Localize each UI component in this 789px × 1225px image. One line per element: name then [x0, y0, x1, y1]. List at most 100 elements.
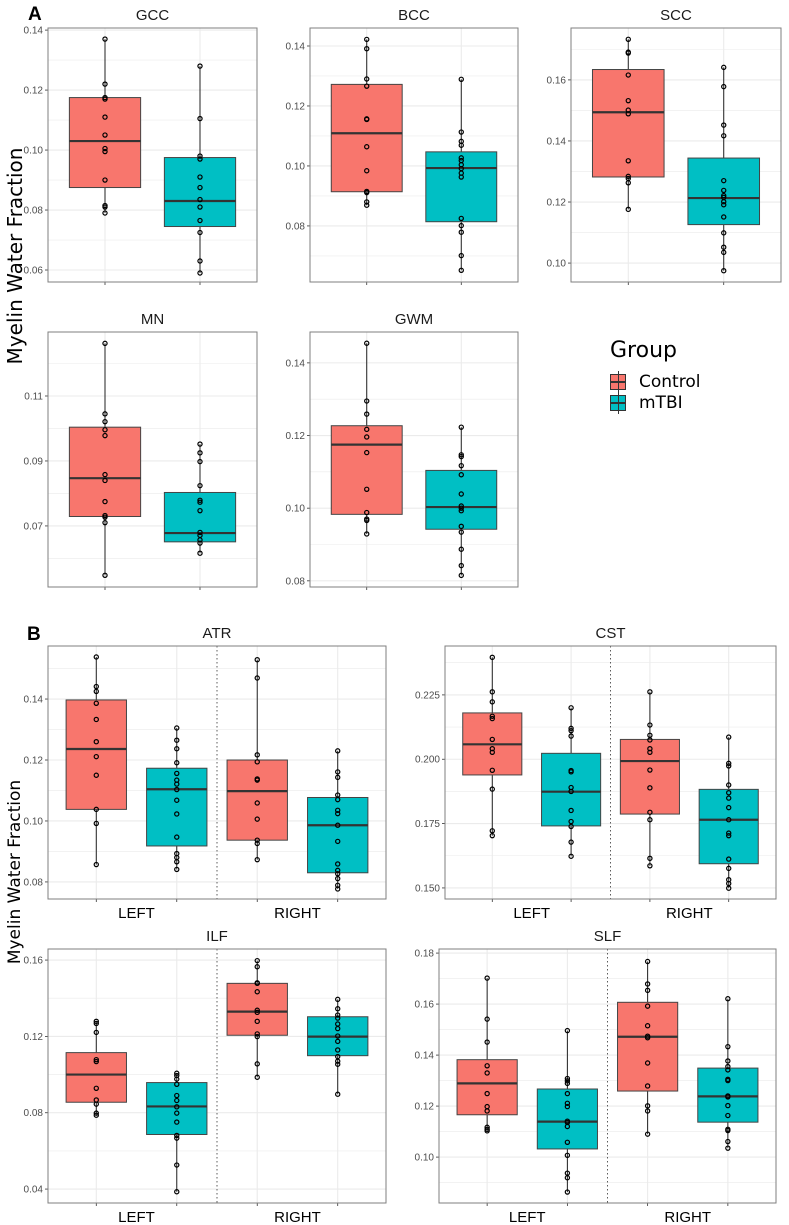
y-tick-label: 0.06	[24, 266, 44, 277]
data-point	[197, 229, 203, 236]
x-category-label-left: LEFT	[118, 905, 155, 922]
data-point	[458, 562, 464, 569]
y-tick-label: 0.08	[24, 1108, 44, 1119]
panel-border	[47, 27, 258, 283]
data-point	[254, 1018, 260, 1025]
data-point	[564, 1123, 571, 1130]
data-point	[102, 177, 108, 183]
x-category-label-right: RIGHT	[664, 1209, 711, 1225]
data-point	[364, 83, 370, 89]
data-point	[458, 472, 464, 478]
data-point	[335, 769, 341, 775]
data-point	[564, 1175, 571, 1181]
box-control	[330, 36, 403, 208]
box-mtbi	[687, 64, 761, 274]
data-point	[647, 737, 653, 743]
data-point	[197, 204, 203, 210]
data-point	[568, 727, 574, 734]
data-point	[93, 1056, 99, 1063]
data-point	[647, 767, 653, 773]
panel-mn: MN 0.07 0.09 0.11	[24, 311, 258, 590]
data-point	[489, 736, 495, 743]
y-tick-label: 0.12	[24, 756, 44, 767]
data-point	[484, 1063, 490, 1069]
legend-item-mtbi: mTBI	[610, 391, 700, 414]
data-point	[489, 832, 495, 839]
panel-title: GCC	[136, 7, 170, 24]
data-point	[174, 725, 180, 731]
data-point	[489, 749, 495, 755]
data-point	[93, 654, 99, 660]
box-control-right	[226, 957, 288, 1080]
data-point	[484, 1128, 490, 1134]
y-tick-label: 0.11	[24, 391, 43, 402]
data-point	[458, 252, 464, 259]
data-point	[254, 989, 260, 995]
data-point	[726, 865, 732, 872]
panel-slf: SLF 0.10 0.12 0.14 0.16 0.18 LEFT RIGHT	[415, 928, 777, 1225]
box-control	[591, 36, 665, 213]
data-point	[174, 1110, 180, 1116]
data-point	[102, 148, 108, 155]
data-point	[335, 1058, 341, 1064]
panel-a-y-axis-label: Myelin Water Fraction	[3, 147, 27, 365]
data-point	[364, 449, 370, 456]
box-mtbi-right	[698, 734, 759, 891]
data-point	[197, 550, 203, 556]
box-control	[68, 36, 142, 216]
data-point	[364, 517, 370, 524]
data-point	[174, 786, 180, 793]
data-point	[364, 45, 370, 52]
legend-label-mtbi: mTBI	[639, 392, 683, 413]
data-point	[102, 145, 108, 152]
data-point	[174, 1119, 180, 1125]
data-point	[625, 206, 631, 213]
data-point	[254, 657, 260, 663]
data-point	[725, 1112, 731, 1119]
panel-scc: SCC 0.10 0.12 0.14 0.16	[547, 7, 782, 285]
box-control-right	[619, 689, 680, 869]
data-point	[102, 498, 108, 505]
y-tick-label: 0.16	[24, 956, 44, 967]
y-tick-label: 0.07	[24, 521, 44, 532]
data-point	[489, 699, 495, 705]
data-point	[254, 980, 260, 987]
data-point	[102, 210, 108, 216]
data-point	[364, 76, 370, 82]
box-mtbi	[163, 63, 237, 276]
data-point	[197, 174, 203, 180]
box-body	[456, 1059, 518, 1116]
data-point	[458, 462, 464, 469]
box-body	[698, 788, 759, 865]
data-point	[102, 418, 108, 425]
data-point	[458, 491, 464, 497]
data-point	[721, 199, 727, 205]
data-point	[726, 790, 732, 796]
data-point	[254, 1007, 260, 1013]
box-body	[330, 425, 403, 515]
data-point	[364, 202, 370, 208]
data-point	[364, 189, 370, 196]
data-point	[93, 1112, 99, 1118]
legend-title: Group	[610, 338, 677, 363]
data-point	[335, 796, 341, 803]
data-point	[644, 1108, 651, 1114]
data-point	[644, 1103, 651, 1109]
legend: Group Control mTBI	[610, 338, 700, 414]
data-point	[458, 572, 464, 579]
panel-border	[309, 331, 519, 588]
data-point	[458, 215, 464, 222]
data-point	[335, 822, 341, 828]
data-point	[197, 540, 203, 546]
data-point	[489, 786, 495, 792]
data-point	[335, 1012, 341, 1018]
data-point	[174, 1081, 180, 1088]
panel-border	[47, 645, 387, 900]
data-point	[458, 129, 464, 135]
y-tick-label: 0.14	[286, 358, 306, 369]
data-point	[625, 97, 631, 104]
data-point	[564, 1189, 571, 1195]
box-body	[617, 1001, 679, 1092]
data-point	[102, 411, 108, 417]
data-point	[197, 270, 203, 276]
